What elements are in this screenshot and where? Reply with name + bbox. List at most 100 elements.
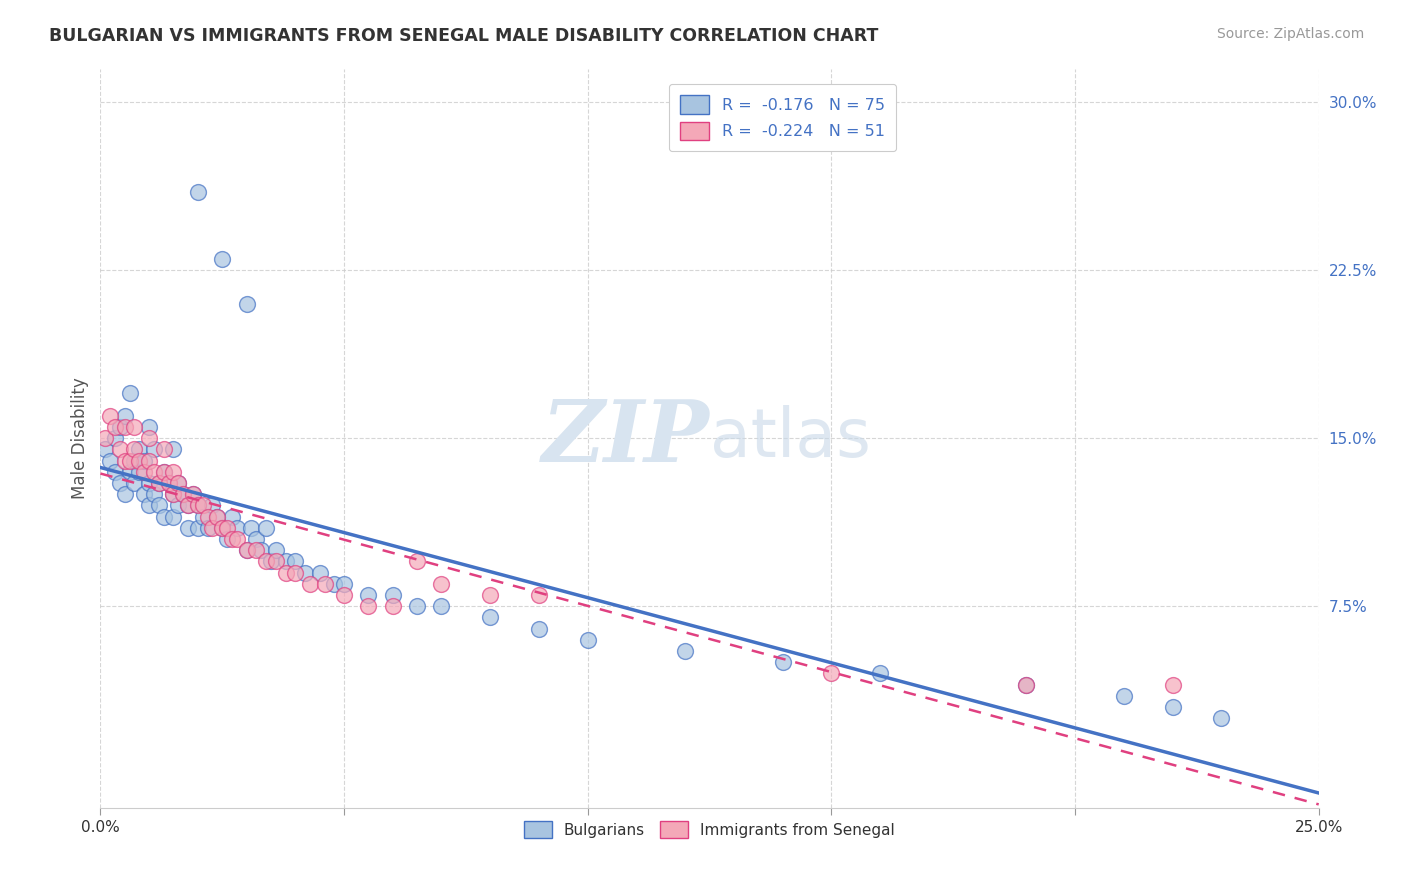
- Point: [124, 453, 146, 467]
- Point: [820, 666, 842, 681]
- Point: [527, 588, 550, 602]
- Point: [94, 442, 117, 457]
- Point: [157, 475, 180, 490]
- Point: [138, 431, 160, 445]
- Point: [264, 554, 287, 568]
- Text: Source: ZipAtlas.com: Source: ZipAtlas.com: [1216, 27, 1364, 41]
- Point: [177, 499, 200, 513]
- Point: [104, 420, 127, 434]
- Point: [148, 499, 170, 513]
- Point: [128, 453, 150, 467]
- Point: [274, 554, 297, 568]
- Point: [187, 185, 209, 199]
- Text: ZIP: ZIP: [541, 396, 710, 480]
- Point: [254, 521, 277, 535]
- Point: [167, 475, 190, 490]
- Point: [869, 666, 891, 681]
- Point: [104, 431, 127, 445]
- Point: [181, 487, 204, 501]
- Point: [211, 521, 233, 535]
- Point: [264, 543, 287, 558]
- Point: [225, 521, 247, 535]
- Point: [333, 588, 356, 602]
- Point: [152, 465, 174, 479]
- Point: [406, 599, 429, 614]
- Point: [207, 509, 229, 524]
- Point: [479, 610, 502, 624]
- Point: [357, 588, 380, 602]
- Point: [225, 532, 247, 546]
- Point: [197, 509, 219, 524]
- Point: [240, 521, 263, 535]
- Point: [254, 554, 277, 568]
- Point: [152, 465, 174, 479]
- Point: [138, 420, 160, 434]
- Point: [576, 632, 599, 647]
- Point: [118, 453, 141, 467]
- Point: [114, 420, 136, 434]
- Point: [172, 487, 194, 501]
- Point: [294, 566, 316, 580]
- Point: [430, 576, 453, 591]
- Point: [162, 465, 184, 479]
- Point: [245, 532, 267, 546]
- Point: [108, 442, 131, 457]
- Point: [479, 588, 502, 602]
- Point: [167, 499, 190, 513]
- Y-axis label: Male Disability: Male Disability: [72, 377, 89, 499]
- Point: [162, 442, 184, 457]
- Point: [207, 509, 229, 524]
- Point: [527, 622, 550, 636]
- Point: [308, 566, 330, 580]
- Point: [98, 409, 121, 423]
- Point: [108, 420, 131, 434]
- Point: [157, 475, 180, 490]
- Point: [191, 509, 214, 524]
- Point: [162, 487, 184, 501]
- Point: [381, 599, 404, 614]
- Point: [221, 509, 243, 524]
- Point: [128, 442, 150, 457]
- Point: [98, 453, 121, 467]
- Point: [381, 588, 404, 602]
- Point: [197, 521, 219, 535]
- Legend: Bulgarians, Immigrants from Senegal: Bulgarians, Immigrants from Senegal: [519, 814, 901, 845]
- Point: [1112, 689, 1135, 703]
- Point: [177, 499, 200, 513]
- Point: [181, 487, 204, 501]
- Point: [124, 442, 146, 457]
- Point: [148, 475, 170, 490]
- Point: [191, 499, 214, 513]
- Point: [274, 566, 297, 580]
- Point: [148, 475, 170, 490]
- Text: BULGARIAN VS IMMIGRANTS FROM SENEGAL MALE DISABILITY CORRELATION CHART: BULGARIAN VS IMMIGRANTS FROM SENEGAL MAL…: [49, 27, 879, 45]
- Point: [357, 599, 380, 614]
- Point: [162, 509, 184, 524]
- Point: [114, 453, 136, 467]
- Point: [1211, 711, 1233, 725]
- Point: [104, 465, 127, 479]
- Point: [323, 576, 346, 591]
- Point: [250, 543, 273, 558]
- Point: [138, 475, 160, 490]
- Point: [1161, 677, 1184, 691]
- Point: [201, 499, 224, 513]
- Point: [124, 475, 146, 490]
- Point: [167, 475, 190, 490]
- Point: [211, 521, 233, 535]
- Point: [108, 475, 131, 490]
- Point: [114, 487, 136, 501]
- Point: [134, 453, 156, 467]
- Point: [124, 420, 146, 434]
- Point: [298, 576, 321, 591]
- Point: [284, 566, 307, 580]
- Point: [94, 431, 117, 445]
- Point: [152, 509, 174, 524]
- Point: [114, 409, 136, 423]
- Point: [118, 465, 141, 479]
- Point: [284, 554, 307, 568]
- Point: [260, 554, 283, 568]
- Point: [1015, 677, 1038, 691]
- Point: [143, 442, 166, 457]
- Point: [187, 521, 209, 535]
